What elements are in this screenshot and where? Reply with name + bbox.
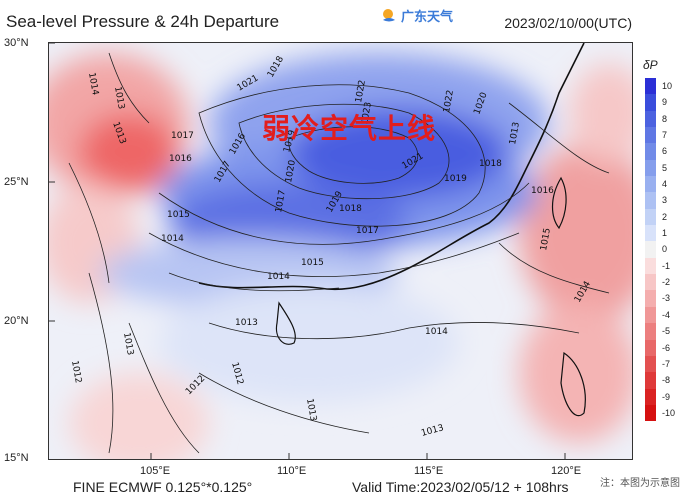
coastline [198, 43, 585, 291]
colorbar [645, 78, 656, 422]
lon-label-115: 115°E [414, 465, 444, 477]
colorbar-segment [645, 192, 656, 209]
colorbar-segment [645, 388, 656, 405]
datetime-label: 2023/02/10/00(UTC) [504, 15, 632, 31]
colorbar-segment [645, 176, 656, 193]
svg-text:1013: 1013 [235, 318, 258, 328]
svg-text:1022: 1022 [354, 79, 368, 103]
svg-text:1020: 1020 [284, 159, 298, 184]
svg-text:1018: 1018 [339, 204, 362, 214]
colorbar-label: -7 [662, 358, 671, 369]
colorbar-segment [645, 404, 656, 422]
lon-label-110: 110°E [277, 465, 307, 477]
svg-text:1016: 1016 [169, 154, 192, 164]
lon-label-120: 120°E [551, 465, 582, 477]
isobars [68, 52, 610, 454]
svg-text:1019: 1019 [444, 174, 467, 184]
axis-ticks [49, 43, 566, 459]
colorbar-label: 0 [662, 244, 668, 255]
disclaimer-note: 注：本图为示意图 [600, 478, 680, 489]
colorbar-segment [645, 127, 656, 144]
colorbar-label: 10 [662, 81, 673, 91]
svg-text:1016: 1016 [531, 186, 554, 196]
svg-text:1013: 1013 [121, 332, 135, 356]
colorbar-segment [645, 241, 656, 258]
colorbar-label: 7 [662, 130, 668, 141]
logo: 广东天气 [380, 6, 453, 25]
colorbar-segment [645, 274, 656, 291]
colorbar-label: -5 [662, 326, 671, 337]
svg-text:1017: 1017 [356, 226, 379, 236]
pressure-map: 1014 1013 1013 1017 1016 1015 1014 1018 … [49, 43, 632, 459]
colorbar-segment [645, 225, 656, 242]
colorbar-label: -1 [662, 260, 671, 271]
colorbar-label: -9 [662, 391, 671, 402]
colorbar-label: 9 [662, 97, 668, 108]
colorbar-label: -4 [662, 309, 671, 320]
colorbar-segment [645, 110, 656, 128]
chart-title: Sea-level Pressure & 24h Departure [6, 12, 280, 31]
colorbar-segment [645, 159, 656, 177]
colorbar-label: -2 [662, 277, 671, 288]
colorbar-label: -10 [662, 407, 676, 418]
svg-text:1013: 1013 [508, 121, 522, 145]
svg-text:1017: 1017 [274, 189, 288, 213]
colorbar-segment [645, 339, 656, 356]
colorbar-segment [645, 257, 656, 275]
svg-text:1022: 1022 [442, 89, 456, 113]
lat-label-25: 25°N [4, 176, 29, 188]
colorbar-label: -8 [662, 375, 671, 386]
svg-text:1014: 1014 [267, 272, 290, 282]
logo-text: 广东天气 [401, 9, 454, 24]
colorbar-segment [645, 306, 656, 324]
colorbar-label: 1 [662, 228, 668, 239]
svg-text:1013: 1013 [112, 86, 126, 110]
colorbar-segment [645, 290, 656, 307]
colorbar-label: -6 [662, 342, 671, 353]
svg-text:1014: 1014 [86, 72, 100, 97]
colorbar-segment [645, 372, 656, 389]
colorbar-segment [645, 355, 656, 373]
map-panel[interactable]: 1014 1013 1013 1017 1016 1015 1014 1018 … [48, 42, 633, 460]
svg-text:1017: 1017 [171, 131, 194, 141]
valid-time-label: Valid Time:2023/02/05/12 + 108hrs [352, 479, 569, 495]
colorbar-label: 4 [662, 179, 668, 190]
svg-text:1023: 1023 [360, 101, 374, 125]
colorbar-segment [645, 143, 656, 160]
colorbar-label: 6 [662, 146, 668, 157]
colorbar-title: δP [643, 58, 658, 72]
lat-label-20: 20°N [4, 315, 29, 327]
colorbar-label: 3 [662, 195, 668, 206]
svg-text:1014: 1014 [425, 327, 448, 337]
lat-label-30: 30°N [4, 37, 29, 49]
svg-text:1013: 1013 [304, 398, 318, 422]
colorbar-label: 8 [662, 113, 668, 124]
colorbar-segment [645, 78, 656, 95]
colorbar-labels: 10 9 8 7 6 5 4 3 2 1 0 -1 -2 -3 -4 -5 -6 -7 -8 -9 -10 [662, 78, 675, 421]
svg-text:1018: 1018 [479, 159, 502, 169]
colorbar-segment [645, 323, 656, 340]
svg-text:1015: 1015 [301, 258, 324, 268]
svg-text:1012: 1012 [69, 360, 83, 384]
weather-logo-icon [383, 8, 395, 21]
model-label: FINE ECMWF 0.125°*0.125° [73, 479, 253, 495]
lon-label-105: 105°E [140, 465, 171, 477]
colorbar-segment [645, 208, 656, 226]
svg-text:1014: 1014 [161, 234, 184, 244]
svg-text:1015: 1015 [167, 210, 190, 220]
colorbar-label: 2 [662, 211, 668, 222]
colorbar-label: 5 [662, 162, 668, 173]
svg-text:1015: 1015 [539, 227, 553, 251]
colorbar-segment [645, 94, 656, 111]
colorbar-label: -3 [662, 293, 671, 304]
overlay-annotation: 弱冷空气上线 [262, 112, 437, 145]
lat-label-15: 15°N [4, 452, 29, 464]
